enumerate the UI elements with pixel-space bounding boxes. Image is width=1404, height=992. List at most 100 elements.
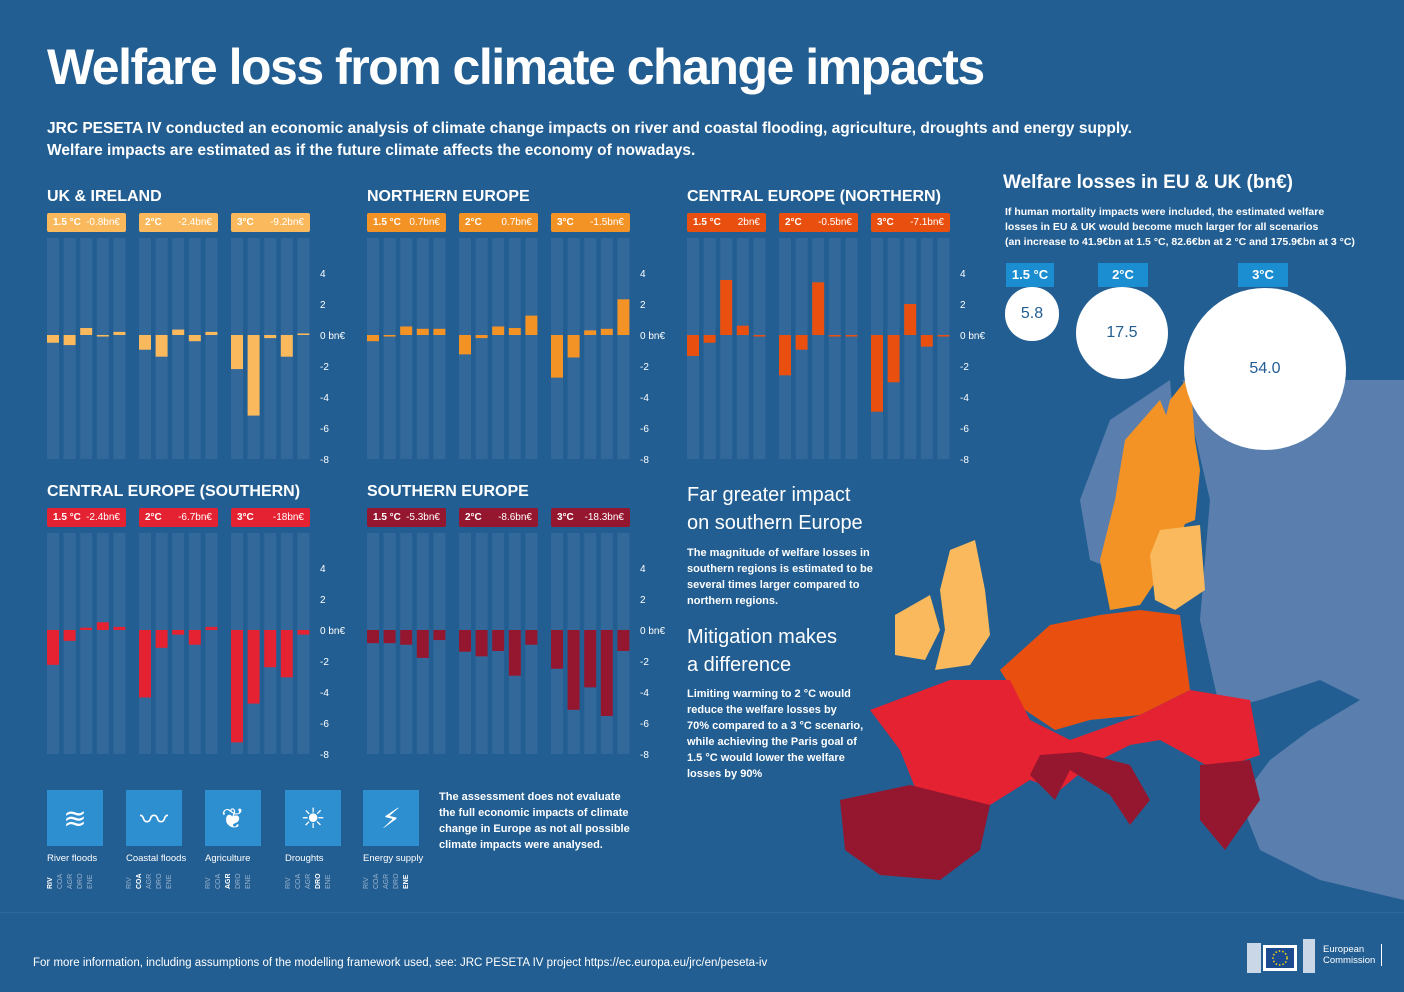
bar-track bbox=[416, 238, 429, 459]
text-line: the full economic impacts of climate bbox=[439, 807, 629, 819]
bar bbox=[525, 315, 538, 335]
chart-title: CENTRAL EUROPE (SOUTHERN) bbox=[47, 483, 301, 500]
text-line: 1.5 °C would lower the welfare bbox=[687, 752, 845, 764]
welfare-bubble: 5.8 bbox=[1005, 287, 1059, 341]
text-line: northern regions. bbox=[687, 595, 779, 607]
bar-track bbox=[113, 238, 126, 459]
bar bbox=[264, 335, 277, 339]
bar bbox=[720, 279, 733, 335]
legend-label: Droughts bbox=[285, 853, 324, 864]
text-line: change in Europe as not all possible bbox=[439, 823, 630, 835]
bar bbox=[188, 335, 201, 342]
region-chart: CENTRAL EUROPE (NORTHERN)1.5 °C2bn€RIVCO… bbox=[687, 188, 1007, 478]
region-chart: CENTRAL EUROPE (SOUTHERN)1.5 °C-2.4bn€RI… bbox=[47, 483, 367, 773]
bar-track bbox=[845, 238, 858, 459]
side-paragraph-mitigation: Limiting warming to 2 °C would reduce th… bbox=[687, 686, 877, 782]
bar bbox=[703, 335, 716, 343]
map-baltics bbox=[1150, 525, 1205, 610]
bar bbox=[367, 630, 379, 644]
text-line: losses in EU & UK would become much larg… bbox=[1005, 221, 1319, 233]
scenario-label: 3°C bbox=[557, 217, 574, 228]
heading-line: Far greater impact bbox=[687, 484, 851, 506]
energy-supply-icon: ⚡ bbox=[363, 790, 419, 846]
map-title: Welfare losses in EU & UK (bn€) bbox=[1003, 172, 1293, 193]
bubble-scenario-tag: 2°C bbox=[1098, 263, 1148, 287]
y-tick-label: -6 bbox=[320, 424, 329, 435]
legend-abbr: AGR bbox=[67, 873, 74, 889]
bar bbox=[155, 630, 168, 648]
bar bbox=[887, 335, 900, 383]
chart-title: NORTHERN EUROPE bbox=[367, 188, 530, 205]
text-line: (an increase to 41.9€bn at 1.5 °C, 82.6€… bbox=[1005, 236, 1355, 248]
bar-track bbox=[920, 238, 933, 459]
bar bbox=[904, 304, 917, 335]
scenario-label: 3°C bbox=[877, 217, 894, 228]
y-tick-label: 2 bbox=[640, 300, 646, 311]
bubble-scenario-tag: 3°C bbox=[1238, 263, 1288, 287]
river-flood-icon: ≋ bbox=[47, 790, 103, 846]
text-line: If human mortality impacts were included… bbox=[1005, 206, 1325, 218]
legend-abbr: DRO bbox=[156, 873, 163, 889]
map-note: If human mortality impacts were included… bbox=[1005, 205, 1355, 250]
bar bbox=[551, 335, 563, 378]
scenario-total: -1.5bn€ bbox=[590, 217, 624, 228]
bar bbox=[205, 331, 218, 335]
text-line: climate impacts were analysed. bbox=[439, 839, 603, 851]
legend-item: ≋ River floods RIV COA AGR DRO ENE bbox=[47, 790, 117, 889]
bar-track bbox=[600, 238, 613, 459]
bar bbox=[297, 630, 310, 635]
scenario-tag: 3°C -1.5bn€ bbox=[551, 213, 630, 232]
legend-abbr: COA bbox=[136, 873, 143, 889]
scenario-total: -18.3bn€ bbox=[584, 512, 624, 523]
welfare-bubble: 17.5 bbox=[1075, 286, 1169, 380]
y-tick-label: 2 bbox=[960, 300, 966, 311]
bar-track bbox=[720, 238, 733, 459]
bar bbox=[433, 630, 446, 641]
bar bbox=[584, 630, 597, 688]
heading-line: a difference bbox=[687, 654, 792, 676]
bar bbox=[567, 335, 580, 358]
text-line: several times larger compared to bbox=[687, 579, 860, 591]
bar-track bbox=[172, 238, 185, 459]
scenario-tag: 2°C -6.7bn€ bbox=[139, 508, 218, 527]
intro-line: Welfare impacts are estimated as if the … bbox=[47, 142, 696, 159]
y-tick-label: 0 bn€ bbox=[640, 626, 665, 637]
y-tick-label: 2 bbox=[320, 595, 326, 606]
text-line: The magnitude of welfare losses in bbox=[687, 547, 870, 559]
bar bbox=[113, 626, 126, 630]
y-tick-label: 0 bn€ bbox=[320, 626, 345, 637]
bar-track bbox=[617, 238, 630, 459]
scenario-total: -0.8bn€ bbox=[86, 217, 120, 228]
y-tick-label: 0 bn€ bbox=[640, 331, 665, 342]
legend-abbr: COA bbox=[215, 873, 222, 889]
bar bbox=[551, 630, 563, 669]
bar bbox=[63, 630, 76, 641]
chart-title: SOUTHERN EUROPE bbox=[367, 483, 529, 500]
y-tick-label: 0 bn€ bbox=[960, 331, 985, 342]
legend-abbreviations: RIV COA AGR DRO ENE bbox=[126, 873, 196, 889]
bar-chart: 4 2 0 bn€ -2 -4 -6 -8 bbox=[47, 238, 345, 466]
bar-track bbox=[492, 238, 505, 459]
bar bbox=[433, 328, 446, 335]
text-line: while achieving the Paris goal of bbox=[687, 736, 857, 748]
bar-track bbox=[367, 533, 379, 754]
y-tick-label: -6 bbox=[640, 719, 649, 730]
y-tick-label: -4 bbox=[640, 393, 649, 404]
side-paragraph-south: The magnitude of welfare losses in south… bbox=[687, 545, 877, 609]
bar-track bbox=[80, 533, 93, 754]
bar-track bbox=[753, 238, 766, 459]
bar bbox=[383, 630, 396, 644]
bar-track bbox=[205, 533, 218, 754]
coastal-flood-icon: 〰 bbox=[126, 790, 182, 846]
drought-icon: ☀ bbox=[285, 790, 341, 846]
bar bbox=[139, 335, 151, 350]
bar bbox=[492, 630, 505, 651]
bar bbox=[416, 630, 429, 658]
bar bbox=[584, 330, 597, 335]
legend-abbr: DRO bbox=[393, 873, 400, 889]
bar-track bbox=[63, 238, 76, 459]
chart-title: CENTRAL EUROPE (NORTHERN) bbox=[687, 188, 941, 205]
scenario-label: 1.5 °C bbox=[693, 217, 721, 228]
scenario-label: 1.5 °C bbox=[53, 217, 81, 228]
chart-title: UK & IRELAND bbox=[47, 188, 162, 205]
